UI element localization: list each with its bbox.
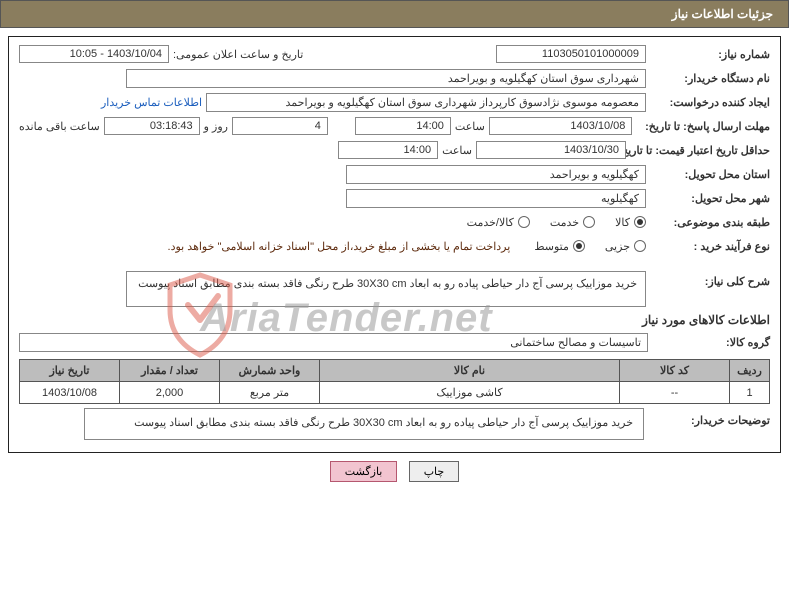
city-value: کهگیلویه bbox=[346, 189, 646, 208]
page-title: جزئیات اطلاعات نیاز bbox=[0, 0, 789, 28]
time-label-2: ساعت bbox=[442, 144, 472, 157]
th-row: ردیف bbox=[730, 360, 770, 382]
reqnum-label: شماره نیاز: bbox=[650, 48, 770, 61]
th-date: تاریخ نیاز bbox=[20, 360, 120, 382]
proc-opt-medium[interactable]: متوسط bbox=[534, 240, 585, 253]
button-row: چاپ بازگشت bbox=[0, 461, 789, 482]
cell-unit: متر مربع bbox=[220, 382, 320, 404]
validity-date: 1403/10/30 bbox=[476, 141, 626, 159]
group-value: تاسیسات و مصالح ساختمانی bbox=[19, 333, 648, 352]
cell-code: -- bbox=[620, 382, 730, 404]
proc-opt-partial[interactable]: جزیی bbox=[605, 240, 646, 253]
back-button[interactable]: بازگشت bbox=[330, 461, 398, 482]
province-label: استان محل تحویل: bbox=[650, 168, 770, 181]
goods-info-heading: اطلاعات کالاهای مورد نیاز bbox=[19, 313, 770, 327]
announce-label: تاریخ و ساعت اعلان عمومی: bbox=[173, 48, 303, 61]
process-radio-group: جزیی متوسط bbox=[534, 240, 646, 253]
remaining-label: ساعت باقی مانده bbox=[19, 120, 100, 133]
deadline-time: 14:00 bbox=[355, 117, 451, 135]
buyer-label: نام دستگاه خریدار: bbox=[650, 72, 770, 85]
items-table: ردیف کد کالا نام کالا واحد شمارش تعداد /… bbox=[19, 359, 770, 404]
proc-opt2-label: متوسط bbox=[534, 240, 569, 253]
contact-link[interactable]: اطلاعات تماس خریدار bbox=[101, 96, 202, 109]
cat-opt-service[interactable]: خدمت bbox=[550, 216, 595, 229]
creator-label: ایجاد کننده درخواست: bbox=[650, 96, 770, 109]
city-label: شهر محل تحویل: bbox=[650, 192, 770, 205]
cell-date: 1403/10/08 bbox=[20, 382, 120, 404]
th-code: کد کالا bbox=[620, 360, 730, 382]
proc-opt1-label: جزیی bbox=[605, 240, 630, 253]
radio-icon bbox=[583, 216, 595, 228]
details-frame: شماره نیاز: 1103050101000009 تاریخ و ساع… bbox=[8, 36, 781, 453]
validity-time: 14:00 bbox=[338, 141, 438, 159]
radio-icon bbox=[573, 240, 585, 252]
cat-opt3-label: کالا/خدمت bbox=[467, 216, 514, 229]
province-value: کهگیلویه و بویراحمد bbox=[346, 165, 646, 184]
group-label: گروه کالا: bbox=[652, 336, 770, 349]
category-radio-group: کالا خدمت کالا/خدمت bbox=[467, 216, 646, 229]
th-unit: واحد شمارش bbox=[220, 360, 320, 382]
buyer-notes-value: خرید موزاییک پرسی آج دار حیاطی پیاده رو … bbox=[84, 408, 644, 440]
process-note: پرداخت تمام یا بخشی از مبلغ خرید،از محل … bbox=[168, 240, 511, 253]
cell-qty: 2,000 bbox=[120, 382, 220, 404]
th-qty: تعداد / مقدار bbox=[120, 360, 220, 382]
time-remaining: 03:18:43 bbox=[104, 117, 200, 135]
cell-row: 1 bbox=[730, 382, 770, 404]
cat-opt2-label: خدمت bbox=[550, 216, 579, 229]
radio-icon bbox=[634, 240, 646, 252]
cat-opt-goods[interactable]: کالا bbox=[615, 216, 646, 229]
reqnum-value: 1103050101000009 bbox=[496, 45, 646, 63]
radio-icon bbox=[634, 216, 646, 228]
process-label: نوع فرآیند خرید : bbox=[650, 240, 770, 253]
deadline-date: 1403/10/08 bbox=[489, 117, 633, 135]
days-and-label: روز و bbox=[204, 120, 228, 133]
radio-icon bbox=[518, 216, 530, 228]
cell-name: کاشی موزاییک bbox=[320, 382, 620, 404]
days-remaining: 4 bbox=[232, 117, 328, 135]
validity-label: حداقل تاریخ اعتبار قیمت: تا تاریخ: bbox=[630, 144, 770, 157]
creator-value: معصومه موسوی نژادسوق کارپرداز شهرداری سو… bbox=[206, 93, 646, 112]
buyer-notes-label: توضیحات خریدار: bbox=[650, 408, 770, 427]
cat-opt-both[interactable]: کالا/خدمت bbox=[467, 216, 530, 229]
print-button[interactable]: چاپ bbox=[409, 461, 460, 482]
category-label: طبقه بندی موضوعی: bbox=[650, 216, 770, 229]
announce-value: 1403/10/04 - 10:05 bbox=[19, 45, 169, 63]
buyer-value: شهرداری سوق استان کهگیلویه و بویراحمد bbox=[126, 69, 646, 88]
time-label-1: ساعت bbox=[455, 120, 485, 133]
summary-value: خرید موزاییک پرسی آج دار حیاطی پیاده رو … bbox=[126, 271, 646, 307]
table-row: 1 -- کاشی موزاییک متر مربع 2,000 1403/10… bbox=[20, 382, 770, 404]
summary-label: شرح کلی نیاز: bbox=[650, 271, 770, 288]
deadline-label: مهلت ارسال پاسخ: تا تاریخ: bbox=[636, 120, 770, 133]
th-name: نام کالا bbox=[320, 360, 620, 382]
cat-opt1-label: کالا bbox=[615, 216, 630, 229]
